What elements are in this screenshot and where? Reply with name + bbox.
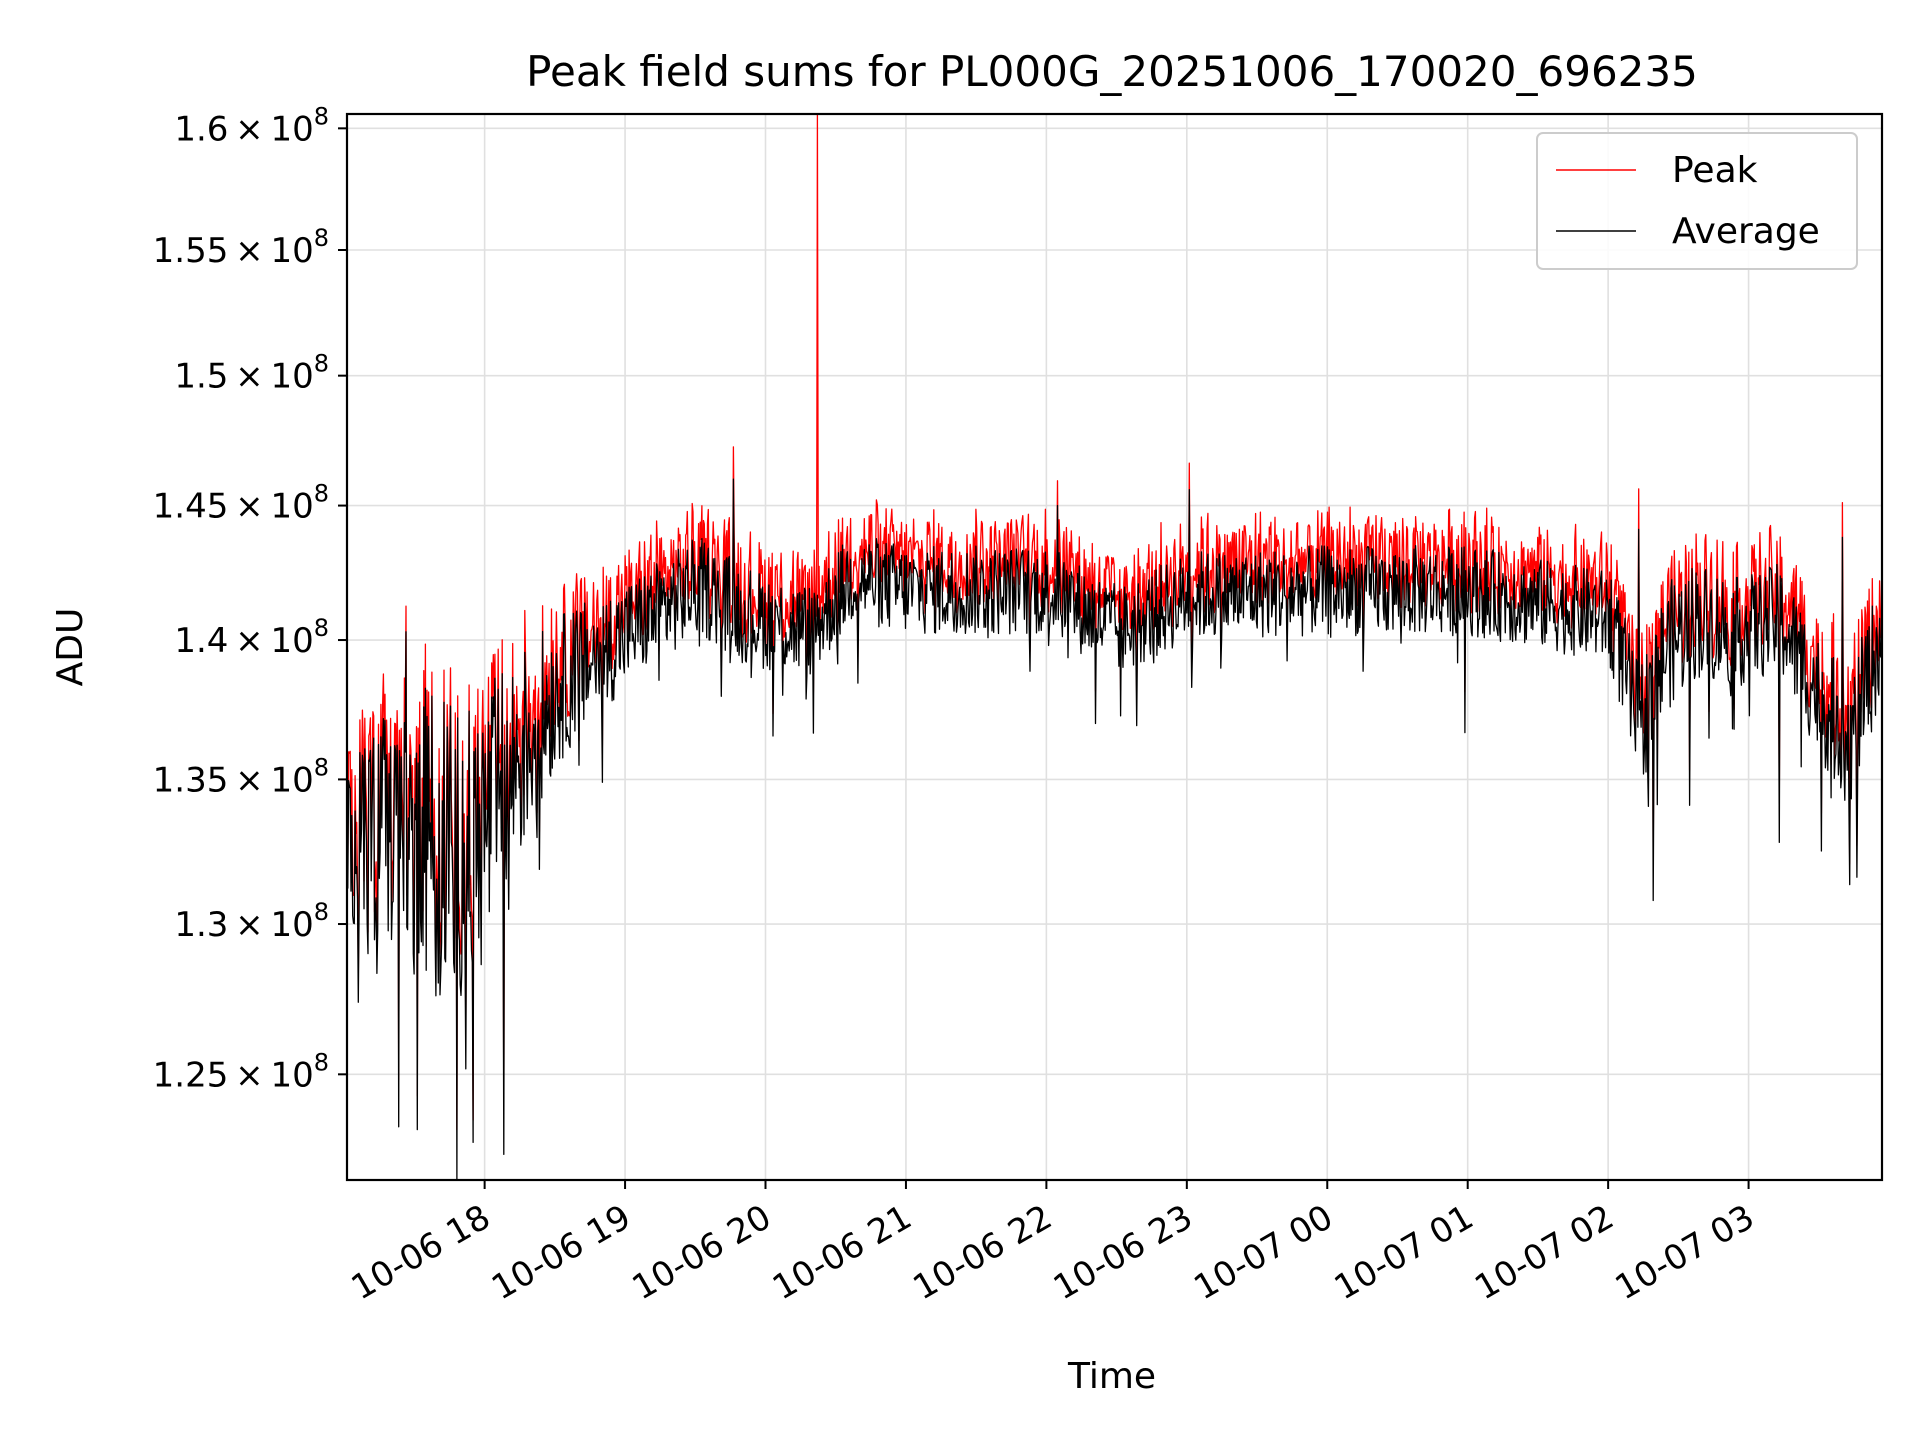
y-tick-label: 1.4 × 108: [174, 614, 329, 661]
y-tick-label: 1.35 × 108: [153, 753, 329, 800]
y-tick-label: 1.25 × 108: [153, 1048, 329, 1095]
plot-lines: [346, 113, 1883, 1181]
series-line-average: [346, 478, 1883, 1181]
plot-area-frame: [345, 112, 1884, 1182]
y-tick-label: 1.6 × 108: [174, 102, 329, 149]
legend-label-peak: Peak: [1672, 150, 1758, 191]
x-axis-label: Time: [1067, 1356, 1156, 1397]
y-tick-label: 1.3 × 108: [174, 898, 329, 945]
legend-label-average: Average: [1672, 211, 1820, 252]
y-tick-label: 1.55 × 108: [153, 224, 329, 271]
legend-box: [1536, 132, 1858, 270]
legend: Peak Average: [1536, 132, 1858, 270]
chart-title: Peak field sums for PL000G_20251006_1700…: [526, 47, 1698, 96]
y-axis-label: ADU: [50, 608, 91, 687]
y-tick-label: 1.45 × 108: [153, 480, 329, 527]
y-tick-label: 1.5 × 108: [174, 350, 329, 397]
y-axis: 1.25 × 108 1.3 × 108 1.35 × 108 1.4 × 108 1.…: [153, 102, 347, 1095]
